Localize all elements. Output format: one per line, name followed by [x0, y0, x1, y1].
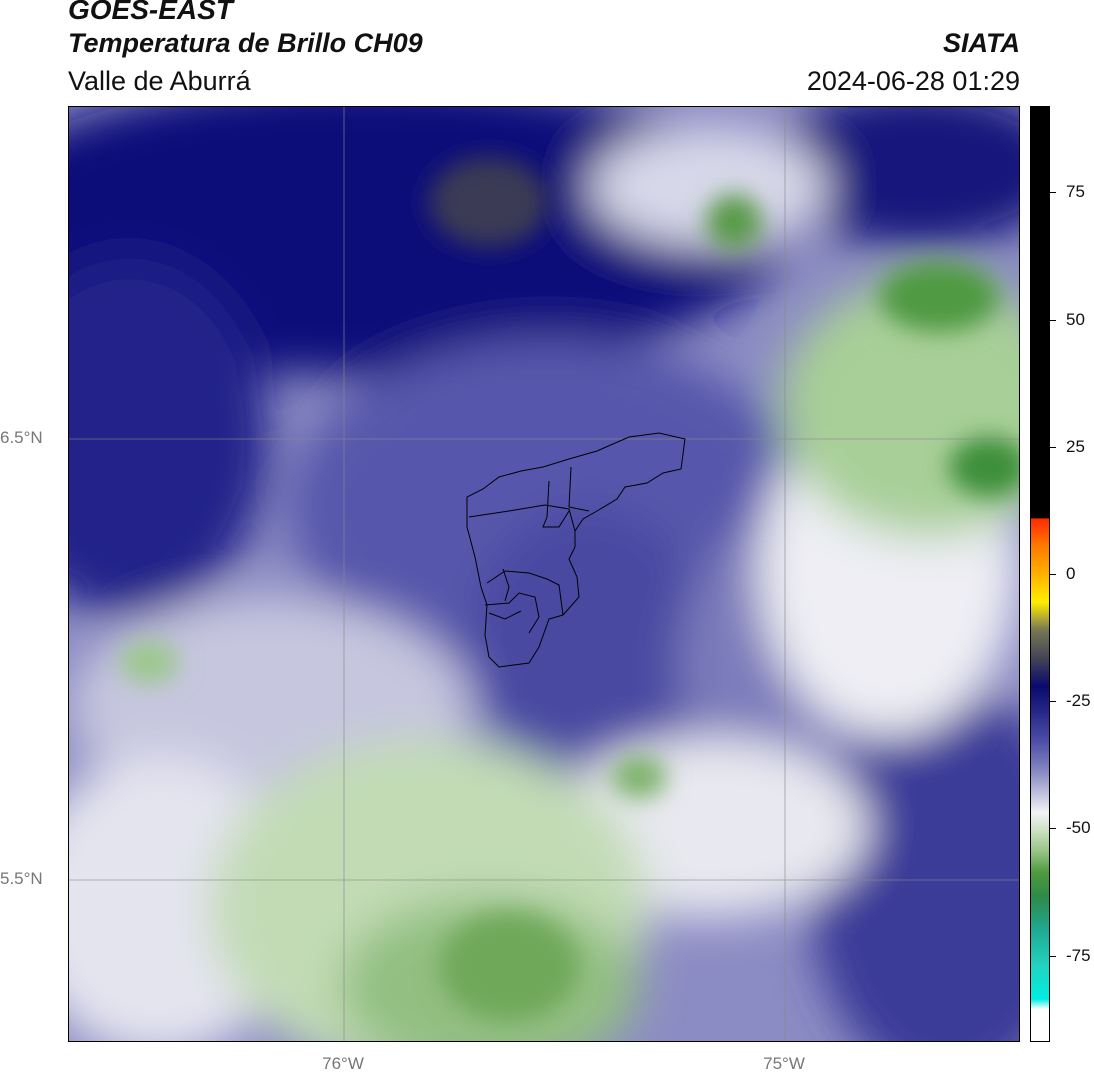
- timestamp: 2024-06-28 01:29: [806, 66, 1020, 96]
- brand-label: SIATA: [943, 28, 1020, 58]
- colorbar-tick-label: -75: [1066, 945, 1091, 965]
- colorbar-tick-label: -50: [1066, 818, 1091, 838]
- colorbar-tick: [1050, 446, 1056, 448]
- product-title: Temperatura de Brillo CH09: [68, 28, 423, 58]
- colorbar-tick: [1050, 701, 1056, 703]
- temperature-map[interactable]: [68, 106, 1020, 1042]
- colorbar-tick: [1050, 319, 1056, 321]
- colorbar-tick-label: -25: [1066, 691, 1091, 711]
- colorbar: [1030, 106, 1050, 1042]
- colorbar-tick: [1050, 192, 1056, 194]
- lat-label: 6.5°N: [0, 428, 43, 447]
- aburra-valley-boundaries: [466, 432, 686, 668]
- lon-label: 75°W: [763, 1054, 805, 1073]
- map-canvas: [69, 107, 1019, 1041]
- colorbar-tick-label: 75: [1066, 182, 1085, 202]
- satellite-name: GOES-EAST: [68, 0, 233, 25]
- colorbar-tick: [1050, 955, 1056, 957]
- colorbar-tick: [1050, 828, 1056, 830]
- colorbar-tick: [1050, 574, 1056, 575]
- colorbar-tick-label: 0: [1066, 564, 1076, 583]
- colorbar-tick-label: 50: [1066, 309, 1085, 329]
- lon-label: 76°W: [322, 1054, 364, 1073]
- colorbar-tick-label: 25: [1066, 436, 1085, 456]
- lat-label: 5.5°N: [0, 869, 43, 888]
- region-subtitle: Valle de Aburrá: [68, 66, 251, 96]
